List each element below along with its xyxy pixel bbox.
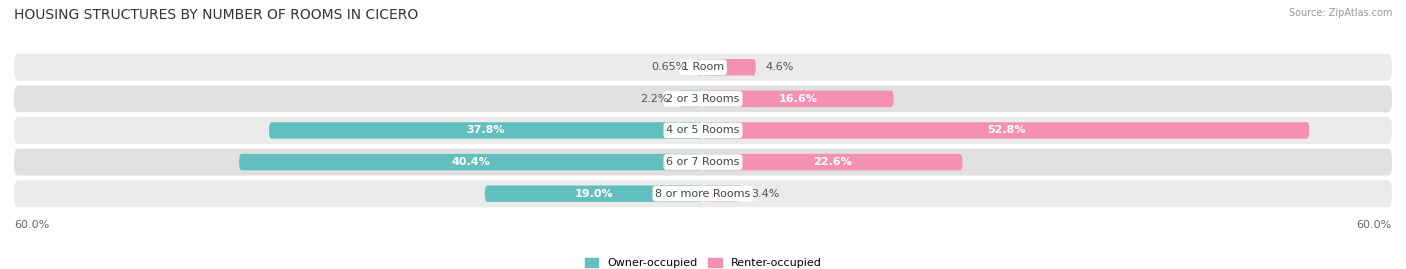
Text: 19.0%: 19.0% — [575, 189, 613, 199]
FancyBboxPatch shape — [678, 91, 703, 107]
FancyBboxPatch shape — [14, 85, 1392, 112]
FancyBboxPatch shape — [239, 154, 703, 170]
FancyBboxPatch shape — [14, 180, 1392, 207]
Text: HOUSING STRUCTURES BY NUMBER OF ROOMS IN CICERO: HOUSING STRUCTURES BY NUMBER OF ROOMS IN… — [14, 8, 419, 22]
Text: Source: ZipAtlas.com: Source: ZipAtlas.com — [1288, 8, 1392, 18]
FancyBboxPatch shape — [703, 154, 963, 170]
Text: 4.6%: 4.6% — [765, 62, 793, 72]
FancyBboxPatch shape — [703, 91, 894, 107]
FancyBboxPatch shape — [703, 122, 1309, 139]
FancyBboxPatch shape — [696, 59, 703, 75]
Text: 2.2%: 2.2% — [640, 94, 669, 104]
Text: 37.8%: 37.8% — [467, 125, 505, 136]
Text: 40.4%: 40.4% — [451, 157, 491, 167]
FancyBboxPatch shape — [14, 117, 1392, 144]
Text: 3.4%: 3.4% — [751, 189, 779, 199]
Text: 4 or 5 Rooms: 4 or 5 Rooms — [666, 125, 740, 136]
Text: 8 or more Rooms: 8 or more Rooms — [655, 189, 751, 199]
Text: 0.65%: 0.65% — [651, 62, 686, 72]
Text: 1 Room: 1 Room — [682, 62, 724, 72]
FancyBboxPatch shape — [14, 149, 1392, 175]
Text: 60.0%: 60.0% — [14, 220, 49, 230]
Legend: Owner-occupied, Renter-occupied: Owner-occupied, Renter-occupied — [581, 253, 825, 269]
FancyBboxPatch shape — [703, 186, 742, 202]
Text: 52.8%: 52.8% — [987, 125, 1025, 136]
Text: 60.0%: 60.0% — [1357, 220, 1392, 230]
FancyBboxPatch shape — [485, 186, 703, 202]
Text: 6 or 7 Rooms: 6 or 7 Rooms — [666, 157, 740, 167]
Text: 2 or 3 Rooms: 2 or 3 Rooms — [666, 94, 740, 104]
Text: 16.6%: 16.6% — [779, 94, 818, 104]
FancyBboxPatch shape — [269, 122, 703, 139]
Text: 22.6%: 22.6% — [814, 157, 852, 167]
FancyBboxPatch shape — [703, 59, 756, 75]
FancyBboxPatch shape — [14, 54, 1392, 81]
